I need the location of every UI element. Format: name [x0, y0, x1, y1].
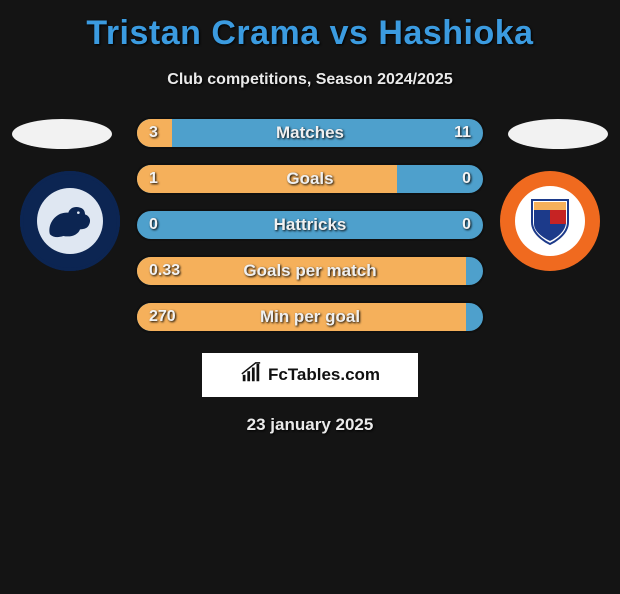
subtitle: Club competitions, Season 2024/2025: [0, 71, 620, 89]
nation-flag-right: [508, 119, 608, 149]
comparison-stage: 3 Matches 11 1 Goals 0 0 Hattricks 0 0.3…: [0, 117, 620, 333]
stat-bar: 0.33 Goals per match: [135, 255, 485, 287]
stat-label: Goals: [137, 165, 483, 193]
brand-badge: FcTables.com: [202, 353, 418, 397]
stat-bar: 0 Hattricks 0: [135, 209, 485, 241]
stat-label: Matches: [137, 119, 483, 147]
stat-label: Hattricks: [137, 211, 483, 239]
stat-bar: 3 Matches 11: [135, 117, 485, 149]
stat-value-right: 11: [454, 119, 471, 147]
stat-value-right: 0: [462, 211, 471, 239]
nation-flag-left: [12, 119, 112, 149]
page-title: Tristan Crama vs Hashioka: [0, 14, 620, 53]
stat-bar: 1 Goals 0: [135, 163, 485, 195]
club-crest-left: [20, 171, 120, 271]
stat-bar: 270 Min per goal: [135, 301, 485, 333]
footer-date: 23 january 2025: [0, 415, 620, 435]
stat-bars: 3 Matches 11 1 Goals 0 0 Hattricks 0 0.3…: [135, 117, 485, 333]
stat-label: Goals per match: [137, 257, 483, 285]
club-crest-right: [500, 171, 600, 271]
luton-shield-icon: [515, 186, 585, 256]
brand-chart-icon: [240, 362, 262, 389]
stat-label: Min per goal: [137, 303, 483, 331]
stat-value-right: 0: [462, 165, 471, 193]
brand-text: FcTables.com: [268, 365, 380, 385]
